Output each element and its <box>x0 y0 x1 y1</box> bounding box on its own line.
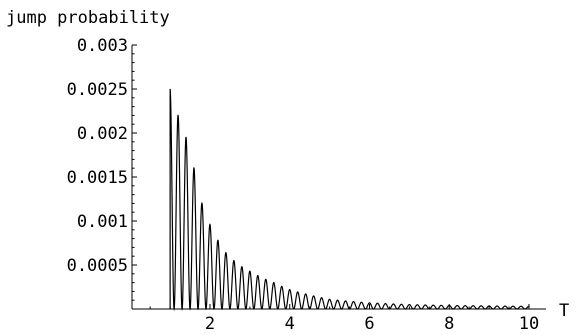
x-tick-label: 6 <box>364 314 374 334</box>
axis-ticks: 2 4 6 8 10 0.0005 0.001 0.0015 0.002 0.0025 0.003 <box>67 36 540 334</box>
series-line <box>169 88 529 312</box>
x-tick-label: 2 <box>205 314 215 334</box>
x-tick-label: 10 <box>519 314 539 334</box>
y-tick-label: 0.0015 <box>67 168 128 188</box>
y-axis-label: jump probability <box>6 8 170 28</box>
x-axis-label: T <box>559 301 569 321</box>
x-tick-label: 8 <box>444 314 454 334</box>
y-tick-label: 0.0005 <box>67 256 128 276</box>
x-tick-label: 4 <box>285 314 295 334</box>
y-tick-label: 0.0025 <box>67 80 128 100</box>
y-tick-label: 0.002 <box>77 124 128 144</box>
y-tick-label: 0.003 <box>77 36 128 56</box>
y-tick-label: 0.001 <box>77 212 128 232</box>
